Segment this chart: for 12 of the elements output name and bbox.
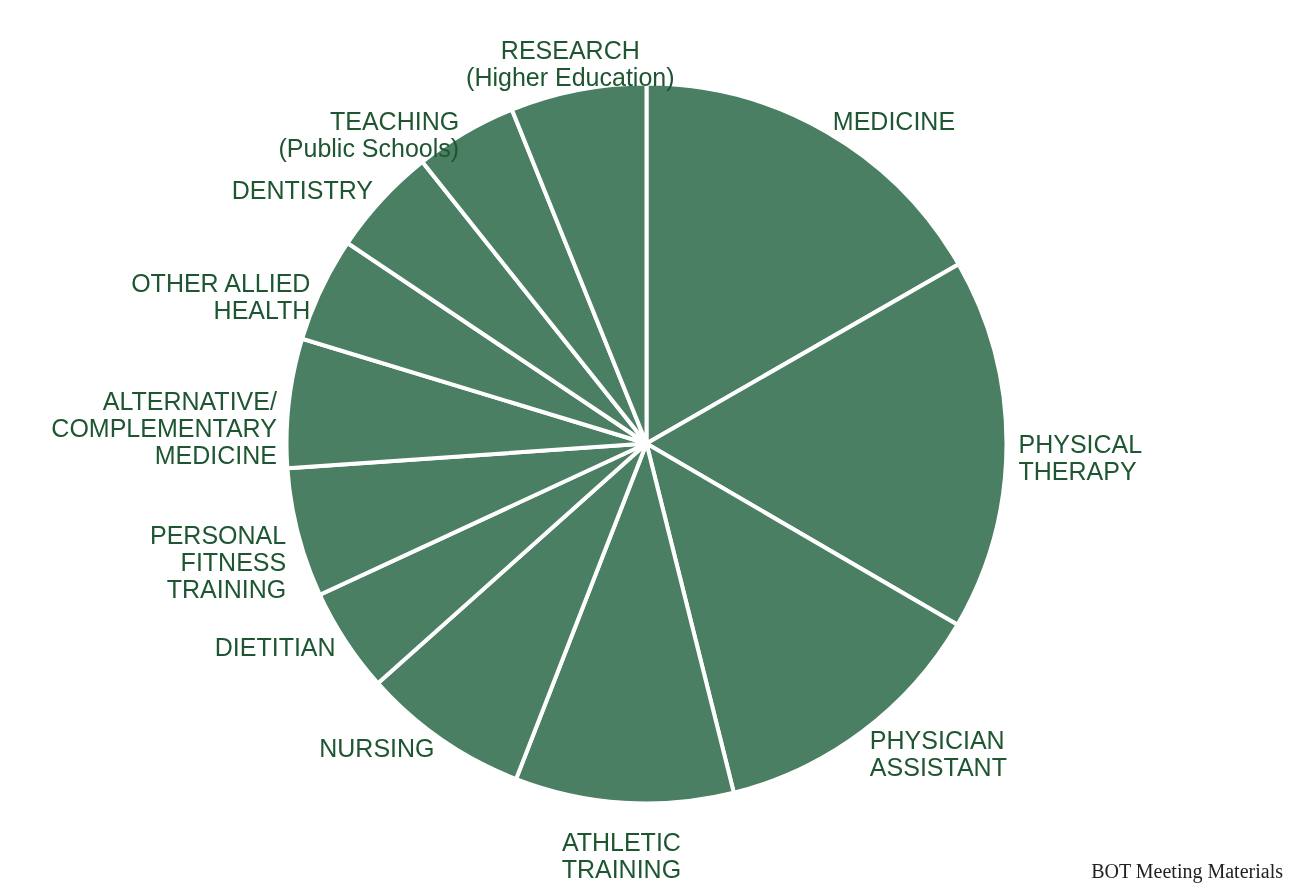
slice-label: NURSING: [319, 734, 435, 763]
slice-label: PERSONAL FITNESS TRAINING: [150, 521, 287, 604]
slice-label: PHYSICAL THERAPY: [1018, 429, 1143, 485]
slice-label: OTHER ALLIED HEALTH: [131, 269, 311, 325]
slice-label: DIETITIAN: [214, 632, 336, 661]
slice-label: ALTERNATIVE/ COMPLEMENTARY MEDICINE: [51, 386, 278, 469]
slice-label: MEDICINE: [832, 106, 956, 135]
text: BOT Meeting Materials: [1091, 860, 1284, 883]
slice-label: PHYSICIAN ASSISTANT: [869, 725, 1007, 781]
slice-label: DENTISTRY: [231, 176, 374, 205]
slice-label: RESEARCH (Higher Education): [466, 35, 675, 91]
slice-label: ATHLETIC TRAINING: [561, 827, 682, 883]
